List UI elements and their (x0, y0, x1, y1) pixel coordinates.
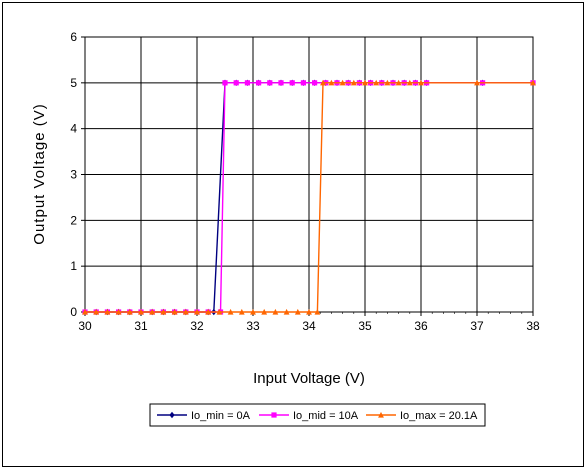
data-point (314, 308, 321, 315)
data-point (406, 79, 413, 86)
legend-label: Io_mid = 10A (293, 410, 359, 422)
data-point (272, 308, 279, 315)
data-point (238, 308, 245, 315)
data-point (294, 308, 301, 315)
x-tick-label: 31 (134, 319, 148, 333)
data-point (160, 308, 167, 315)
series-line (85, 82, 533, 313)
data-point (320, 79, 326, 86)
data-point (126, 308, 133, 315)
data-point (362, 79, 368, 86)
data-point (283, 308, 290, 315)
data-point (244, 80, 250, 86)
data-point (261, 308, 268, 315)
x-tick-label: 30 (78, 319, 92, 333)
data-point (82, 308, 88, 315)
x-tick-label: 38 (526, 319, 540, 333)
legend-marker (378, 411, 384, 418)
data-point (171, 308, 178, 315)
y-tick-label: 0 (70, 305, 77, 319)
legend-label: Io_min = 0A (191, 410, 251, 422)
data-point (474, 79, 480, 86)
data-point (328, 79, 335, 86)
x-tick-label: 35 (358, 319, 372, 333)
data-point (373, 79, 380, 86)
legend-marker (271, 412, 277, 418)
y-tick-label: 1 (70, 259, 77, 273)
x-tick-label: 37 (470, 319, 484, 333)
legend-box (149, 403, 486, 427)
x-tick-label: 32 (190, 319, 204, 333)
data-point (278, 80, 284, 86)
data-point (312, 80, 318, 86)
data-point (395, 79, 402, 86)
data-point (149, 308, 156, 315)
data-point (250, 308, 256, 315)
data-point (227, 308, 234, 315)
data-point (418, 79, 424, 86)
y-tick-label: 5 (70, 76, 77, 90)
data-point (530, 79, 536, 86)
data-point (205, 308, 212, 315)
data-point (350, 79, 357, 86)
data-point (104, 308, 111, 315)
data-point (115, 308, 122, 315)
data-point (182, 308, 189, 315)
data-point (339, 79, 346, 86)
data-point (222, 80, 228, 86)
series-3 (82, 79, 536, 315)
data-point (233, 80, 239, 86)
data-point (384, 79, 391, 86)
x-axis-title: Input Voltage (V) (253, 370, 365, 387)
y-tick-label: 6 (70, 30, 77, 44)
y-tick-label: 4 (70, 122, 77, 136)
x-tick-label: 36 (414, 319, 428, 333)
y-axis-title: Output Voltage (V) (31, 103, 48, 244)
data-point (194, 308, 200, 315)
y-tick-label: 2 (70, 213, 77, 227)
legend-label: Io_max = 20.1A (400, 410, 478, 422)
data-point (93, 308, 100, 315)
y-tick-label: 3 (70, 168, 77, 182)
series-layer (82, 79, 536, 316)
data-point (289, 80, 295, 86)
data-point (267, 80, 273, 86)
data-point (138, 308, 144, 315)
x-tick-label: 34 (302, 319, 316, 333)
legend: Io_min = 0A Io_mid = 10A Io_max = 20.1A (149, 403, 486, 427)
x-tick-label: 33 (246, 319, 260, 333)
data-point (216, 308, 223, 315)
data-point (306, 308, 312, 315)
legend-marker (169, 411, 175, 419)
data-point (300, 80, 306, 86)
data-point (256, 80, 262, 86)
